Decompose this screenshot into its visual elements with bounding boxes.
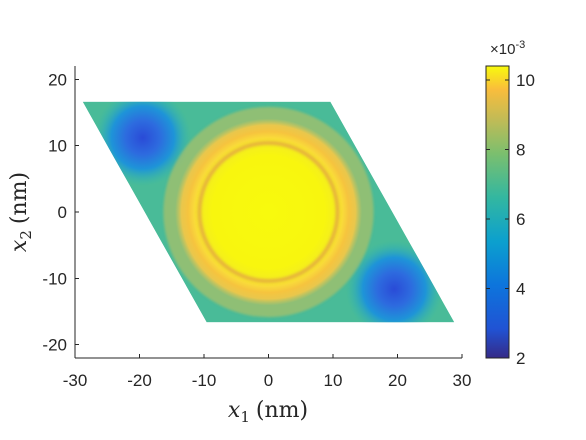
- x-tick-label: -10: [192, 371, 217, 390]
- colorbar-tick-label: 6: [516, 210, 525, 229]
- heatmap-minimum-upper-left: [94, 101, 192, 187]
- x-axis-title-symbol: x: [228, 398, 241, 423]
- y-tick-label: 20: [48, 70, 67, 89]
- x-axis-title-unit: (nm): [256, 398, 308, 423]
- colorbar-tick-label: 2: [516, 349, 525, 368]
- heatmap-central-disc: [174, 118, 363, 306]
- y-tick-label: 0: [58, 203, 67, 222]
- colorbar-tick-label: 4: [516, 279, 525, 298]
- y-axis-title-symbol: x: [7, 239, 32, 252]
- y-axis-title-subscript: 2: [17, 230, 35, 240]
- colorbar-exponent-base: ×10: [490, 41, 515, 58]
- heatmap-ring: [197, 140, 340, 284]
- y-tick-label: -10: [42, 269, 67, 288]
- plot-area: -30 -20 -10 0 10 20 30 -20 -10 0 10 20: [42, 66, 471, 390]
- colorbar-gradient: [485, 65, 510, 359]
- colorbar: 2 4 6 8 10 ×10-3: [485, 39, 535, 368]
- x-axis-title: x1 (nm): [228, 398, 308, 426]
- svg-text:x2(nm): x2 (nm): [7, 172, 35, 252]
- colorbar-tick-label: 8: [516, 140, 525, 159]
- y-axis-title-unit: (nm): [7, 172, 32, 224]
- colorbar-ticks: 2 4 6 8 10: [486, 71, 535, 368]
- x-tick-label: 0: [264, 371, 273, 390]
- y-tick-label: -20: [42, 336, 67, 355]
- x-tick-label: 20: [388, 371, 407, 390]
- colorbar-exponent-label: ×10-3: [490, 39, 525, 58]
- heatmap-minimum-lower-right: [345, 240, 443, 323]
- y-axis-ticks: -20 -10 0 10 20: [42, 70, 79, 355]
- x-axis-title-subscript: 1: [240, 408, 250, 426]
- y-axis-title: x2 (nm): [7, 172, 35, 252]
- x-tick-label: -20: [127, 371, 152, 390]
- colorbar-tick-label: 10: [516, 71, 535, 90]
- x-tick-label: 30: [453, 371, 472, 390]
- x-axis-ticks: -30 -20 -10 0 10 20 30: [63, 354, 472, 390]
- x-tick-label: -30: [63, 371, 88, 390]
- y-tick-label: 10: [48, 137, 67, 156]
- svg-text:x1(nm): x1 (nm): [228, 398, 308, 426]
- colorbar-exponent-power: -3: [515, 39, 525, 51]
- x-tick-label: 10: [324, 371, 343, 390]
